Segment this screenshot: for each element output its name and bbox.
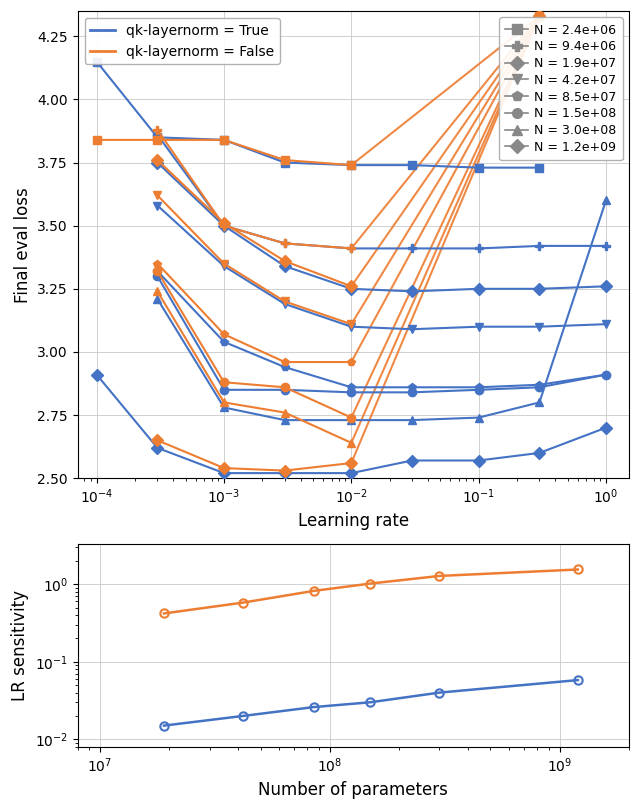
X-axis label: Learning rate: Learning rate (298, 512, 409, 530)
Y-axis label: Final eval loss: Final eval loss (13, 187, 31, 302)
Y-axis label: LR sensitivity: LR sensitivity (11, 590, 29, 701)
X-axis label: Number of parameters: Number of parameters (259, 781, 448, 799)
Legend: N = 2.4e+06, N = 9.4e+06, N = 1.9e+07, N = 4.2e+07, N = 8.5e+07, N = 1.5e+08, N : N = 2.4e+06, N = 9.4e+06, N = 1.9e+07, N… (499, 17, 623, 160)
